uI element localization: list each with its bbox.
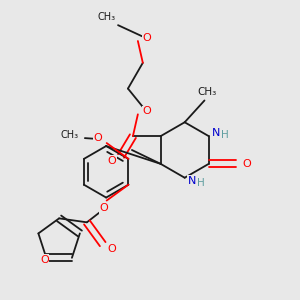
Text: O: O [142, 33, 151, 43]
Text: N: N [188, 176, 196, 186]
Text: CH₃: CH₃ [61, 130, 79, 140]
Text: H: H [221, 130, 228, 140]
Text: CH₃: CH₃ [97, 12, 115, 22]
Text: O: O [40, 255, 49, 265]
Text: CH₃: CH₃ [198, 86, 217, 97]
Text: O: O [108, 156, 116, 166]
Text: O: O [142, 106, 151, 116]
Text: O: O [93, 133, 102, 143]
Text: H: H [197, 178, 204, 188]
Text: O: O [242, 159, 251, 169]
Text: O: O [107, 244, 116, 254]
Text: N: N [212, 128, 220, 138]
Text: O: O [99, 203, 108, 214]
